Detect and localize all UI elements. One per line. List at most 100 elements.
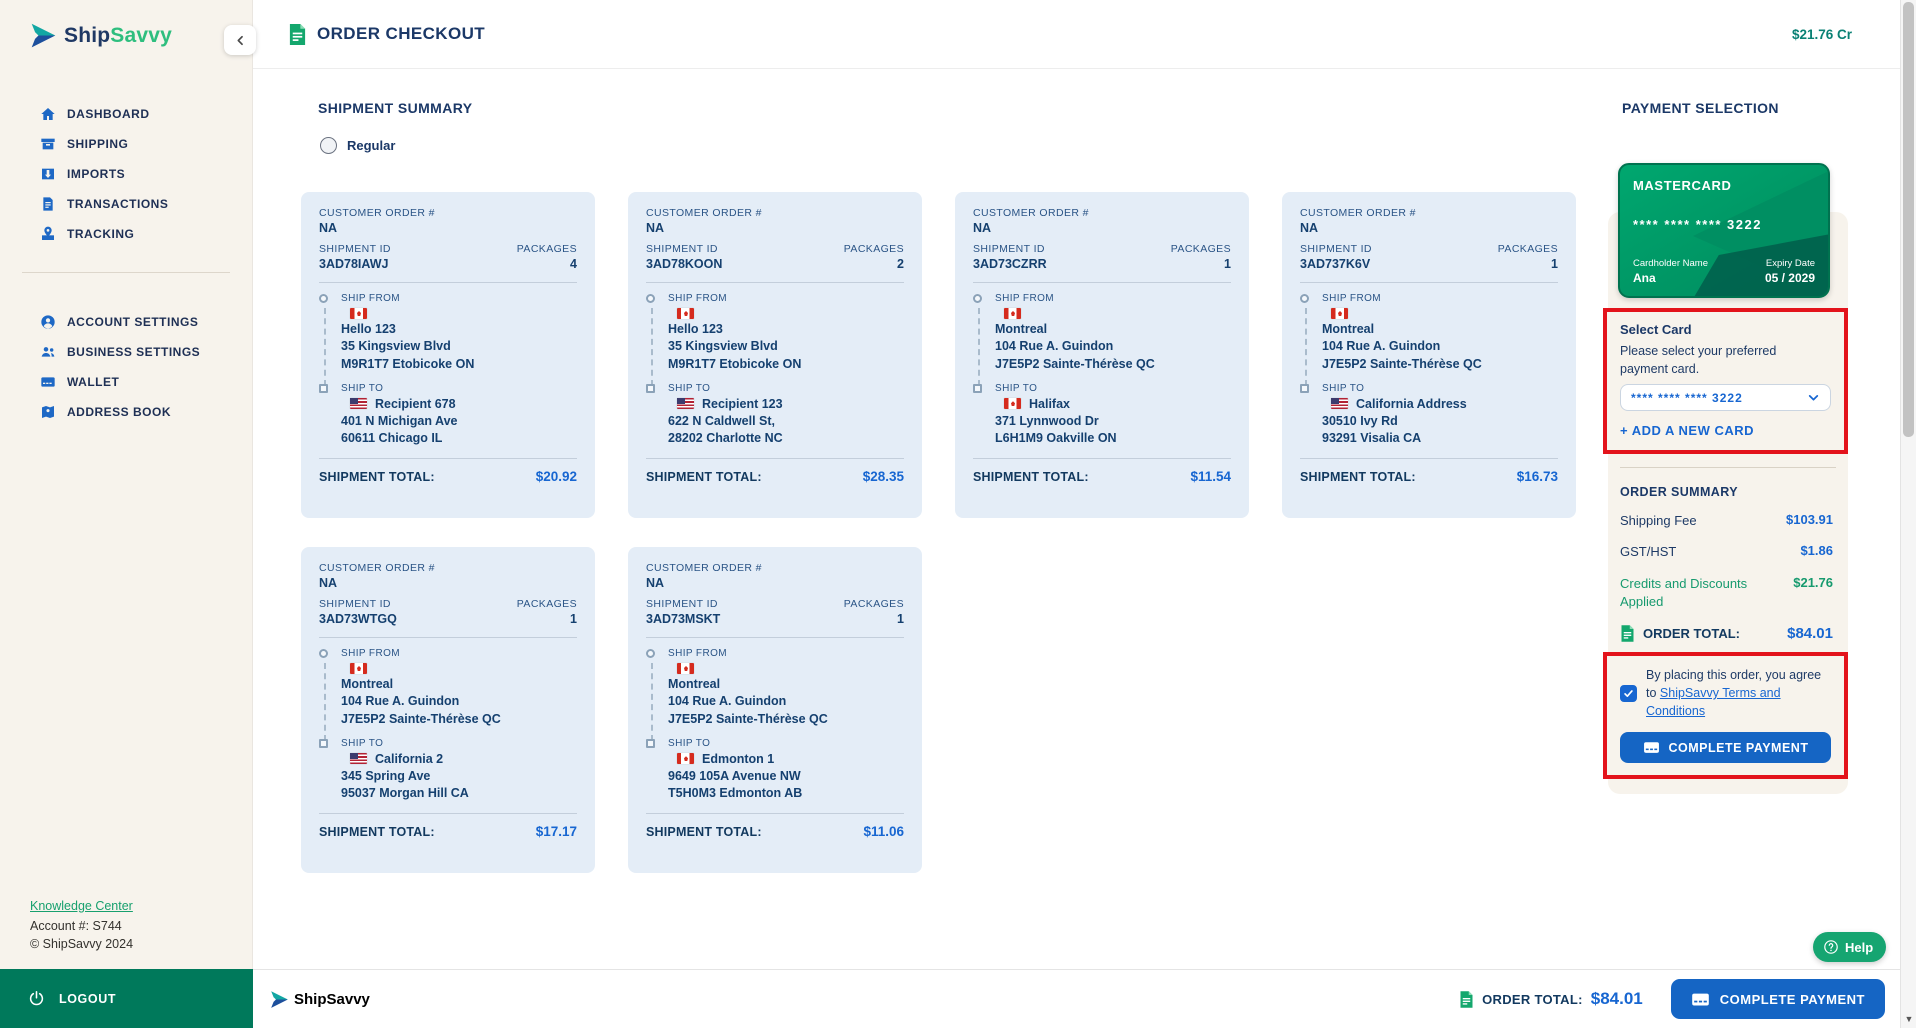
card-divider	[646, 458, 904, 460]
shipment-id-label: SHIPMENT ID	[319, 598, 391, 610]
ship-from-marker-icon	[646, 649, 655, 658]
sidebar-item-shipping[interactable]: SHIPPING	[0, 129, 252, 159]
customer-order-label: CUSTOMER ORDER #	[1300, 207, 1416, 219]
shipment-id-label: SHIPMENT ID	[319, 243, 391, 255]
sidebar-item-wallet[interactable]: WALLET	[0, 367, 252, 397]
ship-from-address: Montreal 104 Rue A. Guindon J7E5P2 Sainte-…	[995, 322, 1155, 371]
ship-to-address: 9649 105A Avenue NW T5H0M3 Edmonton AB	[668, 768, 803, 800]
sidebar-item-imports[interactable]: IMPORTS	[0, 159, 252, 189]
ship-from-section: SHIP FROM Hello 123 35 Kingsview Blvd M9R1…	[319, 293, 577, 386]
ship-to-section: SHIP TO Recipient 123 622 N Caldwell St,…	[646, 383, 904, 448]
card-divider	[1300, 458, 1558, 460]
ship-from-country-flag-icon	[677, 663, 694, 674]
order-total-row: ORDER TOTAL: $84.01	[1620, 625, 1833, 642]
add-new-card-button[interactable]: + ADD A NEW CARD	[1620, 423, 1755, 439]
shipment-card: CUSTOMER ORDER # NA SHIPMENT ID 3AD737K6…	[1282, 192, 1576, 518]
complete-payment-button-bottom[interactable]: COMPLETE PAYMENT	[1670, 979, 1885, 1019]
order-summary-row: Credits and Discounts Applied $21.76	[1620, 575, 1833, 611]
ship-to-section: SHIP TO California 2 345 Spring Ave 95037…	[319, 738, 577, 803]
shipment-total-value: $17.17	[535, 824, 577, 840]
sidebar-footer: Knowledge Center Account #: S744 © ShipS…	[30, 897, 133, 953]
page-scrollbar[interactable]: ▼	[1900, 0, 1916, 1028]
ship-to-address: 401 N Michigan Ave 60611 Chicago IL	[341, 413, 458, 445]
knowledge-center-link[interactable]: Knowledge Center	[30, 898, 133, 913]
payment-selection-section: PAYMENT SELECTION MASTERCARD **** **** *…	[1603, 69, 1850, 795]
shipment-id-value: 3AD737K6V	[1300, 257, 1371, 271]
panel-divider	[1620, 467, 1836, 469]
customer-order-value: NA	[319, 221, 338, 235]
ship-from-label: SHIP FROM	[1322, 293, 1381, 304]
order-summary-row: GST/HST $1.86	[1620, 543, 1833, 561]
ship-from-label: SHIP FROM	[341, 293, 400, 304]
order-summary-row-value: $21.76	[1793, 574, 1833, 590]
customer-order-value: NA	[973, 221, 992, 235]
card-select-dropdown[interactable]: **** **** **** 3222	[1620, 384, 1831, 412]
sidebar-item-label: BUSINESS SETTINGS	[67, 345, 201, 359]
logout-button[interactable]: LOGOUT	[0, 969, 253, 1028]
ship-to-address: 345 Spring Ave 95037 Morgan Hill CA	[341, 768, 469, 800]
copyright: © ShipSavvy 2024	[30, 936, 134, 951]
ship-to-marker-icon	[319, 738, 328, 748]
scroll-down-arrow-icon[interactable]: ▼	[1904, 1014, 1914, 1024]
logout-label: LOGOUT	[59, 991, 117, 1006]
card-divider	[319, 637, 577, 638]
sidebar-item-address-book[interactable]: ADDRESS BOOK	[0, 397, 252, 427]
ship-to-address: 30510 Ivy Rd 93291 Visalia CA	[1322, 413, 1422, 445]
shipment-id-value: 3AD78KOON	[646, 257, 723, 271]
shipment-total-label: SHIPMENT TOTAL:	[319, 470, 435, 485]
sidebar-collapse-button[interactable]	[224, 25, 256, 55]
help-button[interactable]: Help	[1813, 932, 1887, 962]
complete-payment-highlight-box: By placing this order, you agree to Ship…	[1603, 652, 1848, 780]
sidebar-item-business-settings[interactable]: BUSINESS SETTINGS	[0, 337, 252, 367]
sidebar-divider	[22, 272, 230, 273]
shipment-id-value: 3AD78IAWJ	[319, 257, 389, 271]
sidebar-item-transactions[interactable]: TRANSACTIONS	[0, 189, 252, 219]
sidebar-item-dashboard[interactable]: DASHBOARD	[0, 99, 252, 129]
shipment-total-value: $16.73	[1516, 469, 1558, 485]
shipsavvy-logo-small: ShipSavvy	[270, 990, 370, 1009]
credit-card-number: **** **** **** 3222	[1633, 217, 1762, 232]
help-label: Help	[1845, 939, 1874, 955]
terms-checkbox[interactable]	[1620, 684, 1637, 702]
terms-and-conditions-link[interactable]: ShipSavvy Terms and Conditions	[1646, 686, 1781, 719]
account-user-icon	[40, 314, 56, 330]
packages-label: PACKAGES	[516, 598, 577, 610]
chevron-left-icon	[233, 33, 248, 48]
address-book-icon	[40, 404, 56, 420]
ship-from-marker-icon	[319, 294, 328, 303]
customer-order-label: CUSTOMER ORDER #	[319, 562, 435, 574]
sidebar-item-label: IMPORTS	[67, 167, 126, 181]
ship-to-marker-icon	[646, 383, 655, 393]
ship-to-name: Recipient 678	[375, 396, 456, 411]
complete-payment-label: COMPLETE PAYMENT	[1719, 991, 1865, 1007]
sidebar-item-tracking[interactable]: TRACKING	[0, 219, 252, 249]
logout-icon	[28, 990, 45, 1007]
complete-payment-button[interactable]: COMPLETE PAYMENT	[1620, 732, 1831, 764]
sidebar-item-account-settings[interactable]: ACCOUNT SETTINGS	[0, 307, 252, 337]
ship-from-address: Montreal 104 Rue A. Guindon J7E5P2 Sainte-…	[668, 677, 828, 726]
main-content: SHIPMENT SUMMARY Regular CUSTOMER ORDER …	[253, 69, 1916, 969]
ship-from-address: Hello 123 35 Kingsview Blvd M9R1T7 Etobico…	[668, 322, 802, 371]
scrollbar-thumb[interactable]	[1903, 2, 1914, 437]
ship-from-section: SHIP FROM Montreal 104 Rue A. Guindon J7E5…	[973, 293, 1231, 386]
ship-from-country-flag-icon	[1331, 308, 1348, 319]
order-summary-rows: Shipping Fee $103.91 GST/HST $1.86 Credits a…	[1620, 512, 1833, 611]
order-summary-row-label: Credits and Discounts Applied	[1620, 575, 1748, 609]
ship-from-label: SHIP FROM	[668, 648, 727, 659]
ship-to-label: SHIP TO	[341, 737, 384, 749]
select-card-highlight-box: Select Card Please select your preferred…	[1603, 308, 1848, 455]
ship-from-country-flag-icon	[1004, 308, 1021, 319]
ship-from-section: SHIP FROM Montreal 104 Rue A. Guindon J7E5…	[319, 648, 577, 741]
shipsavvy-logo: ShipSavvy	[30, 22, 172, 49]
shipment-total-label: SHIPMENT TOTAL:	[646, 825, 762, 840]
ship-from-section: SHIP FROM Montreal 104 Rue A. Guindon J7E5…	[1300, 293, 1558, 386]
payment-selection-title: PAYMENT SELECTION	[1622, 100, 1779, 116]
sidebar-nav-settings: ACCOUNT SETTINGS BUSINESS SETTINGS WALLET A…	[0, 307, 252, 427]
shipment-id-value: 3AD73MSKT	[646, 612, 721, 626]
check-icon	[1623, 688, 1634, 699]
select-card-title: Select Card	[1620, 322, 1692, 337]
regular-radio[interactable]	[320, 137, 337, 154]
ship-to-name: California 2	[375, 751, 444, 766]
shipsavvy-logo-text: ShipSavvy	[64, 23, 173, 47]
